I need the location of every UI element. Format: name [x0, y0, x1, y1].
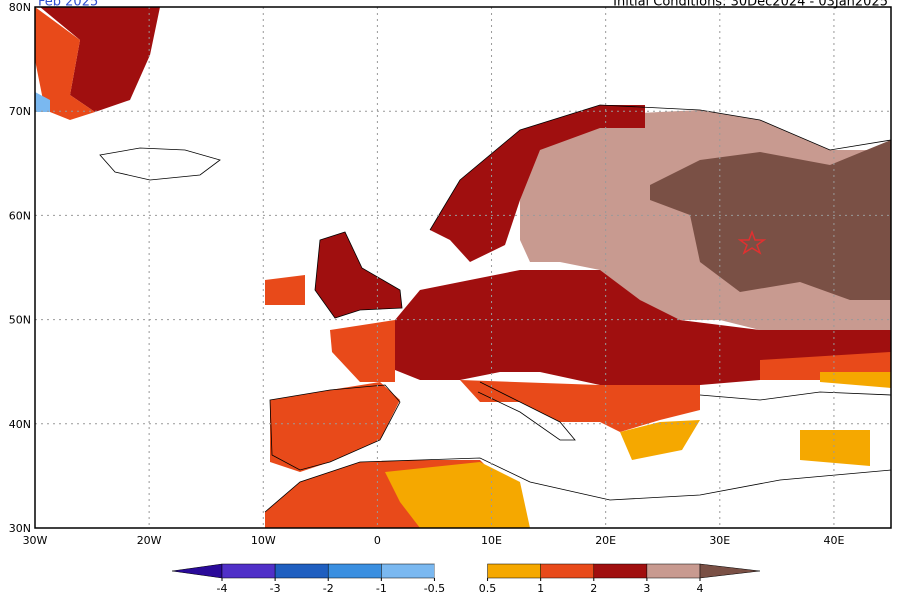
anomaly-region [315, 232, 402, 318]
colorbar-label: -2 [323, 582, 334, 595]
lon-label: 30E [709, 534, 730, 547]
colorbar-label: -3 [270, 582, 281, 595]
colorbar-swatch [221, 563, 276, 579]
location-star [737, 229, 767, 255]
anomaly-region [800, 430, 870, 466]
anomaly-region [650, 140, 891, 300]
colorbar-label: -1 [376, 582, 387, 595]
lon-label: 10E [481, 534, 502, 547]
lat-label: 30N [9, 522, 31, 535]
lat-label: 70N [9, 105, 31, 118]
anomaly-region [620, 420, 700, 460]
map-frame [34, 6, 892, 529]
coastline [429, 104, 892, 231]
colorbar-swatch [327, 563, 382, 579]
coastline [477, 381, 576, 441]
colorbar-label: 1 [537, 582, 544, 595]
coastline [99, 147, 221, 181]
colorbar-swatch [274, 563, 329, 579]
anomaly-region [270, 382, 400, 472]
colorbar-label: 0.5 [479, 582, 497, 595]
colorbar-swatch [381, 563, 435, 579]
colorbar-label: -4 [217, 582, 228, 595]
lon-label: 30W [23, 534, 48, 547]
anomaly-region [330, 320, 395, 382]
colorbar-swatch [646, 563, 701, 579]
colorbar-arrow [171, 563, 223, 579]
anomaly-region [820, 372, 891, 388]
header-right: Initial Conditions: 30Dec2024 - 03Jan202… [613, 0, 888, 10]
anomaly-region [35, 92, 50, 112]
anomaly-region [460, 380, 700, 432]
lon-label: 0 [374, 534, 381, 547]
anomaly-region [385, 462, 530, 528]
lat-label: 50N [9, 314, 31, 327]
colorbar-label: 4 [697, 582, 704, 595]
lon-label: 10W [251, 534, 276, 547]
lon-label: 20E [595, 534, 616, 547]
colorbar-swatch [540, 563, 595, 579]
coastline [264, 457, 892, 513]
coastline [269, 384, 401, 471]
coastline [314, 231, 403, 319]
colorbar-label: 2 [590, 582, 597, 595]
lat-label: 80N [9, 1, 31, 14]
anomaly-region [430, 105, 645, 262]
anomaly-field [35, 7, 892, 528]
anomaly-region [395, 270, 891, 385]
colorbar-arrow [699, 563, 761, 579]
coastline [699, 391, 892, 401]
lat-label: 60N [9, 209, 31, 222]
lon-label: 20W [137, 534, 162, 547]
colorbar-label: 3 [643, 582, 650, 595]
anomaly-region [265, 275, 305, 305]
lat-label: 40N [9, 418, 31, 431]
header-left: Feb 2025 [38, 0, 98, 10]
colorbar-label: -0.5 [424, 582, 445, 595]
anomaly-region [35, 7, 95, 120]
anomaly-region [40, 7, 160, 112]
colorbar-swatch [593, 563, 648, 579]
colorbar-swatch [487, 563, 541, 579]
colorbar-swatch [434, 564, 488, 578]
lon-label: 40E [823, 534, 844, 547]
